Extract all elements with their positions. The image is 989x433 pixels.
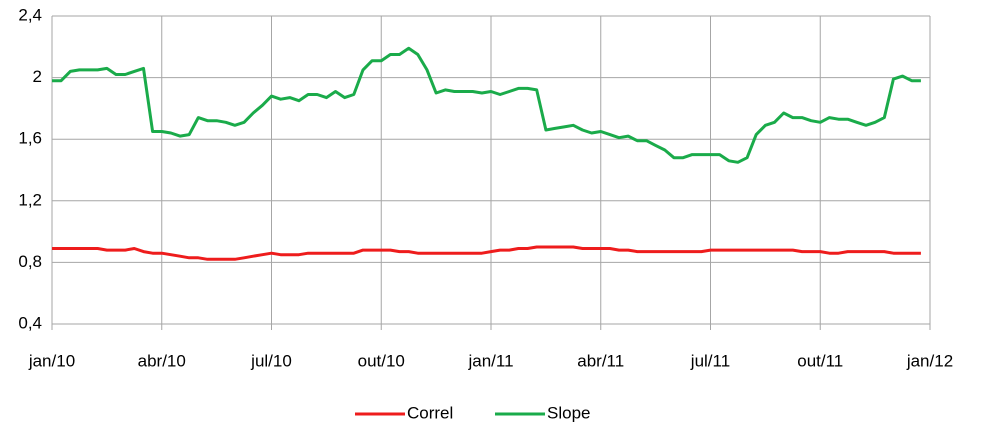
x-tick-label: out/10 <box>358 351 405 370</box>
legend-label: Slope <box>547 403 590 422</box>
series-line <box>52 46 921 164</box>
x-tick-label: jan/10 <box>28 351 75 370</box>
series-line <box>52 245 921 261</box>
legend-label: Correl <box>407 403 453 422</box>
y-tick-label: 0,8 <box>18 252 42 271</box>
x-tick-label: jul/10 <box>250 351 292 370</box>
x-tick-label: abr/11 <box>577 351 624 370</box>
y-tick-label: 2,4 <box>18 5 42 24</box>
x-tick-label: jul/11 <box>690 351 730 370</box>
y-tick-label: 1,2 <box>18 190 42 209</box>
y-tick-label: 1,6 <box>18 129 42 148</box>
y-tick-label: 2 <box>33 67 42 86</box>
x-tick-label: out/11 <box>797 351 843 370</box>
x-tick-label: jan/12 <box>906 351 953 370</box>
y-tick-label: 0,4 <box>18 313 42 332</box>
x-tick-label: abr/10 <box>138 351 186 370</box>
x-tick-label: jan/11 <box>467 351 513 370</box>
